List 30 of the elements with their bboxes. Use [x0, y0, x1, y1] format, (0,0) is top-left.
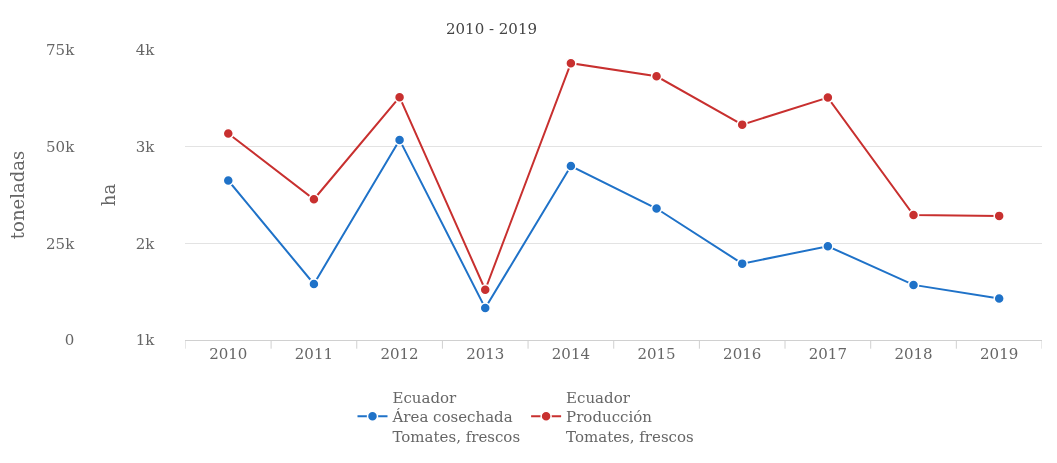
x-tick-label: 2012: [380, 345, 419, 363]
y-tick-label: 50k: [46, 137, 76, 156]
point: [907, 279, 920, 291]
x-tick-label: 2016: [723, 345, 762, 363]
point: [993, 210, 1005, 222]
y2-axis-title: ha: [98, 183, 119, 207]
x-tick-label: 2018: [894, 345, 933, 363]
x-tick-label: 2013: [466, 345, 505, 363]
chart-title: 2010 - 2019: [446, 19, 537, 38]
legend-label: Ecuador Área cosechada Tomates, frescos: [391, 388, 521, 446]
x-tick-label: 2015: [637, 345, 676, 363]
x-tick-label: 2011: [294, 345, 334, 363]
legend-label: Ecuador Producción Tomates, frescos: [566, 388, 694, 446]
y-tick-label: 25k: [46, 234, 76, 253]
x-tick-label: 2014: [551, 345, 590, 363]
y2-tick-label: 2k: [135, 234, 156, 253]
y-tick-label: 0: [64, 331, 75, 350]
y2-tick-label: 3k: [135, 137, 156, 156]
x-tick-label: 2010: [209, 345, 248, 363]
x-tick-label: 2019: [980, 345, 1019, 363]
y-tick-label: 75k: [46, 41, 76, 60]
point: [308, 193, 320, 205]
y-axis-title: toneladas: [7, 150, 29, 240]
y2-tick-label: 1k: [135, 331, 156, 350]
y2-tick-label: 4k: [135, 41, 156, 60]
point: [822, 91, 834, 104]
x-tick-label: 2017: [808, 345, 847, 363]
point: [565, 57, 577, 69]
point: [565, 160, 577, 172]
point: [308, 278, 320, 290]
